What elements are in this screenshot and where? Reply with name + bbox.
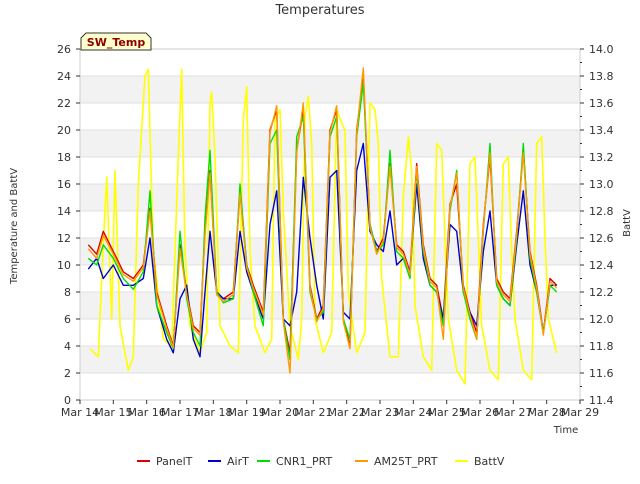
left-tick-label: 12	[57, 232, 71, 245]
right-tick-label: 13.6	[589, 97, 614, 110]
left-tick-label: 10	[57, 259, 71, 272]
x-tick-label: Mar 21	[294, 406, 332, 419]
right-axis-ticks: 11.4 11.6 11.8 12.0 12.2 12.4 12.6 12.8 13.0 13.2…	[580, 43, 614, 407]
x-tick-label: Mar 26	[461, 406, 499, 419]
background-band	[80, 76, 580, 103]
x-tick-label: Mar 23	[361, 406, 399, 419]
left-tick-label: 8	[64, 286, 71, 299]
station-badge: SW_Temp	[80, 32, 152, 51]
chart-title: Temperatures	[274, 3, 364, 18]
legend-label: CNR1_PRT	[276, 455, 333, 468]
x-axis-label: Time	[553, 425, 578, 436]
series-line-battv	[89, 68, 558, 385]
legend: PanelT AirT CNR1_PRT AM25T_PRT BattV	[137, 455, 505, 468]
left-tick-label: 26	[57, 43, 71, 56]
legend-label: AirT	[227, 455, 249, 468]
series-layer	[87, 67, 558, 385]
x-tick-label: Mar 18	[194, 406, 232, 419]
right-tick-label: 11.4	[589, 394, 614, 407]
right-tick-label: 12.8	[589, 205, 614, 218]
right-axis-label: BattV	[622, 209, 633, 237]
right-tick-label: 14.0	[589, 43, 614, 56]
left-tick-label: 2	[64, 367, 71, 380]
background-band	[80, 346, 580, 373]
right-tick-label: 11.8	[589, 340, 614, 353]
right-tick-label: 13.4	[589, 124, 614, 137]
x-tick-label: Mar 19	[228, 406, 266, 419]
x-tick-label: Mar 16	[128, 406, 166, 419]
x-tick-label: Mar 15	[94, 406, 132, 419]
x-tick-label: Mar 14	[61, 406, 99, 419]
series-line-am25t-prt	[87, 67, 558, 374]
x-tick-label: Mar 22	[328, 406, 366, 419]
x-tick-label: Mar 25	[428, 406, 466, 419]
x-tick-label: Mar 28	[528, 406, 566, 419]
background-bands	[80, 76, 580, 373]
x-tick-label: Mar 29	[561, 406, 599, 419]
x-tick-label: Mar 24	[394, 406, 432, 419]
station-badge-shape	[80, 32, 152, 51]
legend-label: PanelT	[156, 455, 193, 468]
left-tick-label: 20	[57, 124, 71, 137]
left-tick-label: 4	[64, 340, 71, 353]
legend-label: AM25T_PRT	[374, 455, 438, 468]
x-tick-label: Mar 27	[494, 406, 532, 419]
right-tick-label: 13.8	[589, 70, 614, 83]
left-tick-label: 24	[57, 70, 71, 83]
x-tick-label: Mar 17	[161, 406, 199, 419]
right-tick-label: 11.6	[589, 367, 614, 380]
station-badge-label: SW_Temp	[87, 36, 146, 49]
right-tick-label: 12.0	[589, 313, 614, 326]
left-tick-label: 6	[64, 313, 71, 326]
x-tick-label: Mar 20	[261, 406, 299, 419]
right-tick-label: 12.2	[589, 286, 614, 299]
left-tick-label: 18	[57, 151, 71, 164]
left-tick-label: 0	[64, 394, 71, 407]
right-tick-label: 12.6	[589, 232, 614, 245]
left-tick-label: 16	[57, 178, 71, 191]
right-tick-label: 13.2	[589, 151, 614, 164]
right-tick-label: 12.4	[589, 259, 614, 272]
left-tick-label: 14	[57, 205, 71, 218]
series-line-airt	[87, 142, 557, 358]
left-tick-label: 22	[57, 97, 71, 110]
left-axis-label: Temperature and BattV	[9, 168, 20, 285]
right-tick-label: 13.0	[589, 178, 614, 191]
legend-label: BattV	[474, 455, 505, 468]
background-band	[80, 238, 580, 265]
